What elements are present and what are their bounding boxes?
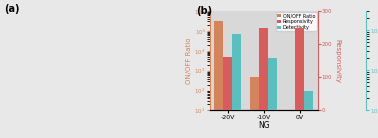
Bar <box>250 77 259 138</box>
Bar <box>214 21 223 138</box>
Text: (b): (b) <box>197 6 213 15</box>
Legend: ON/OFF Ratio, Responsivity, Detectivity: ON/OFF Ratio, Responsivity, Detectivity <box>276 12 316 31</box>
Bar <box>304 91 313 138</box>
Bar <box>232 34 241 138</box>
Bar <box>286 110 295 138</box>
Bar <box>223 57 232 110</box>
Bar <box>295 28 304 110</box>
Y-axis label: Responsivity: Responsivity <box>335 39 341 83</box>
X-axis label: NG: NG <box>258 121 270 130</box>
Y-axis label: ON/OFF Ratio: ON/OFF Ratio <box>186 38 192 84</box>
Bar <box>268 58 277 138</box>
Bar <box>259 28 268 110</box>
Text: (a): (a) <box>4 4 19 14</box>
